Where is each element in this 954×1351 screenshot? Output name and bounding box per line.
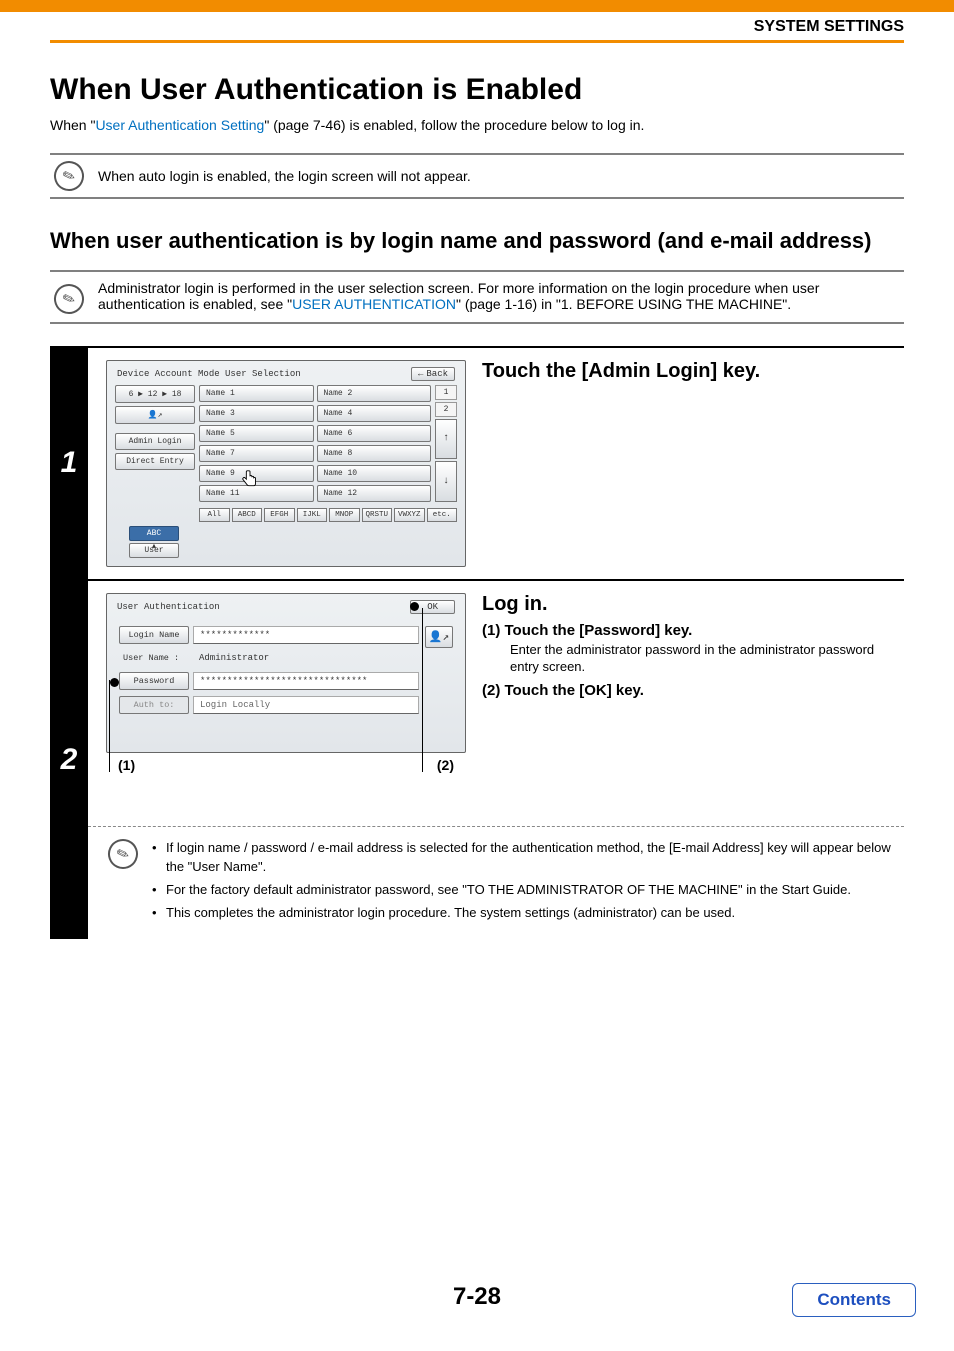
person-icon-tab[interactable]: 👤↗ — [115, 406, 195, 424]
name-button[interactable]: Name 7 — [199, 445, 314, 462]
user-name-grid: Name 1 Name 2 Name 3 Name 4 Name 5 Name … — [199, 385, 431, 502]
callout-line-2 — [422, 608, 423, 772]
user-authentication-link[interactable]: USER AUTHENTICATION — [292, 296, 456, 312]
back-button[interactable]: ← Back — [411, 367, 455, 381]
user-auth-setting-link[interactable]: User Authentication Setting — [95, 117, 264, 133]
note-auto-login: ✎ When auto login is enabled, the login … — [50, 153, 904, 199]
name-button[interactable]: Name 6 — [317, 425, 432, 442]
step-number: 1 — [50, 348, 88, 579]
user-name-label: User Name : — [119, 650, 189, 666]
alpha-tab[interactable]: etc. — [427, 508, 458, 522]
user-category-tab[interactable]: ▲User — [129, 543, 179, 558]
alpha-tab[interactable]: MNOP — [329, 508, 360, 522]
list-item: If login name / password / e-mail addres… — [152, 839, 894, 877]
name-button[interactable]: Name 11 — [199, 485, 314, 502]
user-selection-panel: Device Account Mode User Selection ← Bac… — [106, 360, 466, 567]
name-button[interactable]: Name 2 — [317, 385, 432, 402]
name-button[interactable]: Name 4 — [317, 405, 432, 422]
intro-suffix: " (page 7-46) is enabled, follow the pro… — [264, 117, 644, 133]
subsection-heading: When user authentication is by login nam… — [50, 227, 904, 256]
name-button[interactable]: Name 12 — [317, 485, 432, 502]
step-2: 2 User Authentication OK Login Name — [50, 579, 904, 939]
step2-notes-list: If login name / password / e-mail addres… — [152, 839, 894, 926]
contents-button[interactable]: Contents — [792, 1283, 916, 1317]
step-number: 2 — [50, 581, 88, 939]
user-authentication-panel: User Authentication OK Login Name ******… — [106, 593, 466, 753]
name-button[interactable]: Name 1 — [199, 385, 314, 402]
name-button[interactable]: Name 10 — [317, 465, 432, 482]
intro-paragraph: When "User Authentication Setting" (page… — [50, 117, 904, 133]
auth-to-field: Login Locally — [193, 696, 419, 714]
abc-category-tab[interactable]: ABC — [129, 526, 179, 541]
auth-to-label: Auth to: — [119, 696, 189, 714]
step2-sub1-desc: Enter the administrator password in the … — [510, 641, 894, 676]
alpha-tab[interactable]: IJKL — [297, 508, 328, 522]
direct-entry-button[interactable]: Direct Entry — [115, 453, 195, 470]
name-button[interactable]: Name 3 — [199, 405, 314, 422]
section-header: SYSTEM SETTINGS — [754, 18, 904, 35]
user-name-label-text: User Name — [123, 653, 169, 663]
callout-dot-2 — [410, 602, 419, 611]
note-admin-login-text: Administrator login is performed in the … — [98, 280, 900, 312]
callout-dot-1 — [110, 678, 119, 687]
pencil-note-icon: ✎ — [50, 157, 88, 195]
callout-label-1: (1) — [118, 757, 135, 773]
callout-line-1 — [109, 680, 110, 772]
password-button[interactable]: Password — [119, 672, 189, 690]
note2-suffix: " (page 1-16) in "1. BEFORE USING THE MA… — [456, 296, 791, 312]
panel-title: User Authentication — [117, 602, 220, 612]
alpha-tab[interactable]: QRSTU — [362, 508, 393, 522]
name-button[interactable]: Name 8 — [317, 445, 432, 462]
pencil-note-icon: ✎ — [50, 279, 88, 317]
panel-title: Device Account Mode User Selection — [117, 369, 301, 379]
alpha-tab[interactable]: All — [199, 508, 230, 522]
name-button[interactable]: Name 9 — [199, 465, 314, 482]
note-admin-login: ✎ Administrator login is performed in th… — [50, 270, 904, 324]
step2-sub2: (2) Touch the [OK] key. — [482, 682, 894, 699]
step2-heading: Log in. — [482, 593, 894, 616]
login-name-label: Login Name — [119, 626, 189, 644]
alpha-tab[interactable]: ABCD — [232, 508, 263, 522]
page-indicator: 2 — [435, 402, 457, 417]
back-label: Back — [426, 369, 448, 379]
top-accent-bar — [0, 0, 954, 12]
page-title: When User Authentication is Enabled — [50, 73, 904, 107]
pencil-note-icon: ✎ — [104, 835, 142, 873]
note-auto-login-text: When auto login is enabled, the login sc… — [98, 168, 471, 184]
pager-tab[interactable]: 6 ▶ 12 ▶ 18 — [115, 385, 195, 403]
admin-login-button[interactable]: Admin Login — [115, 433, 195, 450]
person-select-button[interactable]: 👤↗ — [425, 626, 453, 648]
intro-prefix: When " — [50, 117, 95, 133]
page-indicator: 1 — [435, 385, 457, 400]
scroll-up-button[interactable]: ↑ — [435, 419, 457, 460]
step-1: 1 Device Account Mode User Selection ← B… — [50, 346, 904, 579]
alpha-filter-row: All ABCD EFGH IJKL MNOP QRSTU VWXYZ etc. — [199, 508, 457, 522]
name-button[interactable]: Name 5 — [199, 425, 314, 442]
step1-heading: Touch the [Admin Login] key. — [482, 360, 894, 383]
step2-sub1: (1) Touch the [Password] key. — [482, 622, 894, 639]
list-item: For the factory default administrator pa… — [152, 881, 894, 900]
user-name-value: Administrator — [193, 650, 419, 666]
password-field[interactable]: ******************************* — [193, 672, 419, 690]
alpha-tab[interactable]: EFGH — [264, 508, 295, 522]
login-name-field[interactable]: ************* — [193, 626, 419, 644]
scroll-down-button[interactable]: ↓ — [435, 461, 457, 502]
list-item: This completes the administrator login p… — [152, 904, 894, 923]
alpha-tab[interactable]: VWXYZ — [394, 508, 425, 522]
callout-label-2: (2) — [437, 757, 454, 773]
